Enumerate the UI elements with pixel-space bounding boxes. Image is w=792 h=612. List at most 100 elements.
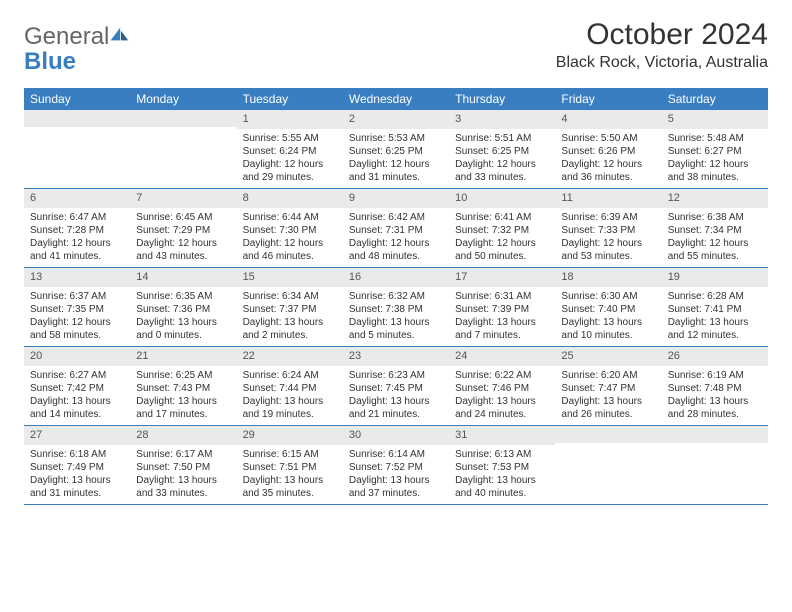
day-cell	[662, 426, 768, 504]
day-number: 27	[24, 426, 130, 444]
day-cell: 20Sunrise: 6:27 AMSunset: 7:42 PMDayligh…	[24, 347, 130, 425]
day-cell: 31Sunrise: 6:13 AMSunset: 7:53 PMDayligh…	[449, 426, 555, 504]
day-cell: 1Sunrise: 5:55 AMSunset: 6:24 PMDaylight…	[237, 110, 343, 188]
day-cell: 23Sunrise: 6:23 AMSunset: 7:45 PMDayligh…	[343, 347, 449, 425]
day-content: Sunrise: 6:28 AMSunset: 7:41 PMDaylight:…	[662, 287, 768, 346]
day-cell: 17Sunrise: 6:31 AMSunset: 7:39 PMDayligh…	[449, 268, 555, 346]
day-content: Sunrise: 6:23 AMSunset: 7:45 PMDaylight:…	[343, 366, 449, 425]
day-header: Sunday	[24, 88, 130, 110]
day-number: 21	[130, 347, 236, 365]
day-header-row: SundayMondayTuesdayWednesdayThursdayFrid…	[24, 88, 768, 110]
day-number: 6	[24, 189, 130, 207]
day-number: 15	[237, 268, 343, 286]
day-content: Sunrise: 6:19 AMSunset: 7:48 PMDaylight:…	[662, 366, 768, 425]
day-cell: 28Sunrise: 6:17 AMSunset: 7:50 PMDayligh…	[130, 426, 236, 504]
day-header: Friday	[555, 88, 661, 110]
day-number	[24, 110, 130, 127]
day-content: Sunrise: 5:51 AMSunset: 6:25 PMDaylight:…	[449, 129, 555, 188]
day-cell: 21Sunrise: 6:25 AMSunset: 7:43 PMDayligh…	[130, 347, 236, 425]
day-number: 22	[237, 347, 343, 365]
day-number: 2	[343, 110, 449, 128]
day-content	[662, 443, 768, 493]
day-cell	[130, 110, 236, 188]
day-cell: 22Sunrise: 6:24 AMSunset: 7:44 PMDayligh…	[237, 347, 343, 425]
day-cell: 14Sunrise: 6:35 AMSunset: 7:36 PMDayligh…	[130, 268, 236, 346]
day-content: Sunrise: 6:13 AMSunset: 7:53 PMDaylight:…	[449, 445, 555, 504]
title-block: October 2024 Black Rock, Victoria, Austr…	[556, 18, 768, 72]
day-content: Sunrise: 6:45 AMSunset: 7:29 PMDaylight:…	[130, 208, 236, 267]
day-header: Monday	[130, 88, 236, 110]
day-content: Sunrise: 6:47 AMSunset: 7:28 PMDaylight:…	[24, 208, 130, 267]
day-content	[555, 443, 661, 493]
day-number: 3	[449, 110, 555, 128]
day-cell: 10Sunrise: 6:41 AMSunset: 7:32 PMDayligh…	[449, 189, 555, 267]
day-content: Sunrise: 6:20 AMSunset: 7:47 PMDaylight:…	[555, 366, 661, 425]
day-number	[130, 110, 236, 127]
day-header: Wednesday	[343, 88, 449, 110]
day-cell: 19Sunrise: 6:28 AMSunset: 7:41 PMDayligh…	[662, 268, 768, 346]
day-content: Sunrise: 6:31 AMSunset: 7:39 PMDaylight:…	[449, 287, 555, 346]
week-row: 20Sunrise: 6:27 AMSunset: 7:42 PMDayligh…	[24, 347, 768, 426]
day-content: Sunrise: 5:53 AMSunset: 6:25 PMDaylight:…	[343, 129, 449, 188]
day-cell	[24, 110, 130, 188]
day-content: Sunrise: 6:32 AMSunset: 7:38 PMDaylight:…	[343, 287, 449, 346]
day-cell: 11Sunrise: 6:39 AMSunset: 7:33 PMDayligh…	[555, 189, 661, 267]
day-cell: 6Sunrise: 6:47 AMSunset: 7:28 PMDaylight…	[24, 189, 130, 267]
week-row: 1Sunrise: 5:55 AMSunset: 6:24 PMDaylight…	[24, 110, 768, 189]
day-number: 4	[555, 110, 661, 128]
day-content: Sunrise: 6:27 AMSunset: 7:42 PMDaylight:…	[24, 366, 130, 425]
day-content: Sunrise: 5:55 AMSunset: 6:24 PMDaylight:…	[237, 129, 343, 188]
day-cell: 16Sunrise: 6:32 AMSunset: 7:38 PMDayligh…	[343, 268, 449, 346]
day-content: Sunrise: 5:48 AMSunset: 6:27 PMDaylight:…	[662, 129, 768, 188]
day-cell: 8Sunrise: 6:44 AMSunset: 7:30 PMDaylight…	[237, 189, 343, 267]
logo: GeneralBlue	[24, 18, 132, 74]
day-number: 10	[449, 189, 555, 207]
location: Black Rock, Victoria, Australia	[556, 54, 768, 72]
day-cell: 18Sunrise: 6:30 AMSunset: 7:40 PMDayligh…	[555, 268, 661, 346]
calendar: SundayMondayTuesdayWednesdayThursdayFrid…	[24, 88, 768, 505]
day-content: Sunrise: 6:22 AMSunset: 7:46 PMDaylight:…	[449, 366, 555, 425]
day-number: 11	[555, 189, 661, 207]
day-content	[24, 127, 130, 177]
day-content: Sunrise: 6:38 AMSunset: 7:34 PMDaylight:…	[662, 208, 768, 267]
day-number: 14	[130, 268, 236, 286]
day-content: Sunrise: 6:25 AMSunset: 7:43 PMDaylight:…	[130, 366, 236, 425]
day-cell	[555, 426, 661, 504]
day-content: Sunrise: 6:30 AMSunset: 7:40 PMDaylight:…	[555, 287, 661, 346]
month-title: October 2024	[556, 18, 768, 52]
day-cell: 5Sunrise: 5:48 AMSunset: 6:27 PMDaylight…	[662, 110, 768, 188]
logo-sail-icon	[110, 26, 132, 42]
day-content: Sunrise: 6:24 AMSunset: 7:44 PMDaylight:…	[237, 366, 343, 425]
week-row: 6Sunrise: 6:47 AMSunset: 7:28 PMDaylight…	[24, 189, 768, 268]
day-header: Thursday	[449, 88, 555, 110]
day-cell: 2Sunrise: 5:53 AMSunset: 6:25 PMDaylight…	[343, 110, 449, 188]
day-cell: 25Sunrise: 6:20 AMSunset: 7:47 PMDayligh…	[555, 347, 661, 425]
day-content: Sunrise: 6:35 AMSunset: 7:36 PMDaylight:…	[130, 287, 236, 346]
day-content	[130, 127, 236, 177]
logo-text-blue: Blue	[24, 48, 76, 75]
day-header: Tuesday	[237, 88, 343, 110]
day-number: 8	[237, 189, 343, 207]
day-number: 18	[555, 268, 661, 286]
day-cell: 9Sunrise: 6:42 AMSunset: 7:31 PMDaylight…	[343, 189, 449, 267]
day-cell: 15Sunrise: 6:34 AMSunset: 7:37 PMDayligh…	[237, 268, 343, 346]
day-content: Sunrise: 6:39 AMSunset: 7:33 PMDaylight:…	[555, 208, 661, 267]
day-cell: 12Sunrise: 6:38 AMSunset: 7:34 PMDayligh…	[662, 189, 768, 267]
day-cell: 3Sunrise: 5:51 AMSunset: 6:25 PMDaylight…	[449, 110, 555, 188]
day-content: Sunrise: 6:42 AMSunset: 7:31 PMDaylight:…	[343, 208, 449, 267]
day-cell: 29Sunrise: 6:15 AMSunset: 7:51 PMDayligh…	[237, 426, 343, 504]
day-number: 25	[555, 347, 661, 365]
day-number: 26	[662, 347, 768, 365]
day-number: 9	[343, 189, 449, 207]
day-number: 16	[343, 268, 449, 286]
logo-text-general: General	[24, 23, 109, 50]
day-number: 19	[662, 268, 768, 286]
day-number: 20	[24, 347, 130, 365]
day-number: 31	[449, 426, 555, 444]
day-content: Sunrise: 6:34 AMSunset: 7:37 PMDaylight:…	[237, 287, 343, 346]
day-content: Sunrise: 6:37 AMSunset: 7:35 PMDaylight:…	[24, 287, 130, 346]
day-number	[662, 426, 768, 443]
weeks-container: 1Sunrise: 5:55 AMSunset: 6:24 PMDaylight…	[24, 110, 768, 505]
day-content: Sunrise: 6:15 AMSunset: 7:51 PMDaylight:…	[237, 445, 343, 504]
day-number: 28	[130, 426, 236, 444]
